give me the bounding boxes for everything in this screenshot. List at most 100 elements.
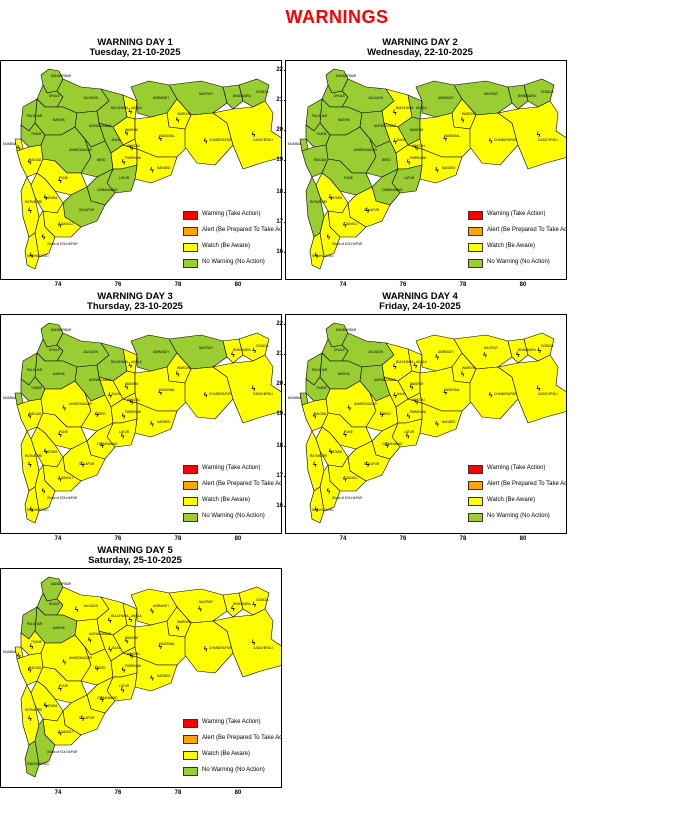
- district-label-nanded: NANDED: [157, 166, 171, 170]
- district-label-satara: SATARA: [45, 450, 58, 454]
- district-sindhudurg: [24, 486, 40, 524]
- legend-swatch: [183, 497, 198, 506]
- district-label-solapur: SOLAPUR: [364, 462, 380, 466]
- district-label-sangli: SANGLI: [61, 222, 73, 226]
- thunderstorm-icon: ϟ: [252, 348, 256, 355]
- legend-label: Watch (Be Aware): [487, 243, 536, 249]
- district-label-satara: SATARA: [45, 196, 58, 200]
- district-label-amravati: AMRAVATI: [153, 350, 169, 354]
- district-label-wardha: WARDHA: [177, 620, 192, 624]
- thunderstorm-icon: ϟ: [30, 253, 34, 260]
- thunderstorm-icon: ϟ: [150, 167, 154, 174]
- district-label-chandrapur: CHANDRAPUR: [209, 646, 232, 650]
- thunderstorm-icon: ϟ: [42, 235, 46, 242]
- legend-swatch: [183, 751, 198, 760]
- district-label-sindhudurg: SINDHUDURG: [27, 254, 49, 258]
- x-tick-label: 78: [174, 536, 182, 542]
- thunderstorm-icon: ϟ: [343, 477, 347, 484]
- district-label-yavatmal: YAVATMAL: [444, 134, 460, 138]
- district-hingoli: [122, 392, 138, 404]
- y-tick-label: 16: [269, 249, 286, 255]
- x-tick-label: 80: [519, 282, 527, 288]
- district-label-sangli: SANGLI: [61, 730, 73, 734]
- district-label-yavatmal: YAVATMAL: [159, 134, 175, 138]
- legend-label: No Warning (No Action): [202, 259, 265, 265]
- thunderstorm-icon: ϟ: [58, 432, 62, 439]
- thunderstorm-icon: ϟ: [17, 654, 21, 661]
- legend-label: Alert (Be Prepared To Take Action): [202, 481, 282, 487]
- district-label-ratnagiri: RATNAGIRI: [25, 708, 42, 712]
- thunderstorm-icon: ϟ: [252, 640, 256, 647]
- legend-swatch: [183, 227, 198, 236]
- district-label-ratnagiri: RATNAGIRI: [310, 454, 327, 458]
- district-label-buldhana: BULDHANA: [396, 106, 414, 110]
- y-tick-label: 21: [269, 97, 286, 103]
- district-label-raigad: RAIGAD: [29, 158, 42, 162]
- district-hingoli: [122, 138, 138, 150]
- legend-swatch: [468, 243, 483, 252]
- district-label-akola: AKOLA: [131, 360, 143, 364]
- district-label-gondia: GONDIA: [541, 90, 554, 94]
- thunderstorm-icon: ϟ: [108, 393, 112, 400]
- district-label-nagpur: NAGPUR: [484, 346, 498, 350]
- legend-swatch: [183, 259, 198, 268]
- district-label-gondia: GONDIA: [256, 344, 269, 348]
- district-label-kolhapur: Ghats of KOLHAPUR: [332, 496, 363, 500]
- map-frame: NANDURBAR DHULE JALGAON AMRAVATI NAGPUR GONDI…: [0, 568, 282, 788]
- x-tick-label: 80: [234, 536, 242, 542]
- y-tick-label: 22: [269, 321, 286, 327]
- district-label-dhule: DHULE: [49, 348, 60, 352]
- thunderstorm-icon: ϟ: [44, 449, 48, 456]
- map-frame: NANDURBAR DHULE JALGAON AMRAVATI NAGPUR GONDI…: [0, 314, 282, 534]
- legend-label: Warning (Take Action): [487, 465, 546, 471]
- district-label-sangli: SANGLI: [61, 476, 73, 480]
- page-title: WARNINGS: [285, 7, 389, 27]
- legend-label: Warning (Take Action): [202, 719, 261, 725]
- district-label-ratnagiri: RATNAGIRI: [25, 454, 42, 458]
- district-sindhudurg: [309, 486, 325, 524]
- x-tick-label: 80: [234, 790, 242, 796]
- district-label-washim: WASHIM: [125, 636, 138, 640]
- legend-swatch: [183, 465, 198, 474]
- thunderstorm-icon: ϟ: [130, 145, 134, 152]
- district-label-ahmednagar: AHMEDNAGAR: [69, 656, 93, 660]
- thunderstorm-icon: ϟ: [28, 208, 32, 215]
- thunderstorm-icon: ϟ: [435, 355, 439, 362]
- district-label-bhandara: BHANDARA: [518, 94, 537, 98]
- district-label-solapur: SOLAPUR: [79, 462, 95, 466]
- district-label-kolhapur: Ghats of KOLHAPUR: [47, 750, 78, 754]
- panel-title: WARNING DAY 2 Wednesday, 22-10-2025: [255, 38, 585, 58]
- district-label-beed: BEED: [382, 158, 391, 162]
- district-label-amravati: AMRAVATI: [438, 96, 454, 100]
- district-label-hingoli: HINGOLI: [127, 398, 140, 402]
- district-label-nagpur: NAGPUR: [199, 346, 213, 350]
- district-label-sindhudurg: SINDHUDURG: [312, 508, 334, 512]
- y-tick-label: 18: [269, 443, 286, 449]
- y-tick-label: 22: [269, 67, 286, 73]
- district-label-nagpur: NAGPUR: [199, 92, 213, 96]
- thunderstorm-icon: ϟ: [483, 353, 487, 360]
- district-kolhapur: [319, 464, 341, 512]
- district-label-sindhudurg: SINDHUDURG: [27, 508, 49, 512]
- thunderstorm-icon: ϟ: [88, 638, 92, 645]
- thunderstorm-icon: ϟ: [393, 393, 397, 400]
- district-label-satara: SATARA: [330, 196, 343, 200]
- thunderstorm-icon: ϟ: [44, 703, 48, 710]
- y-tick-label: 18: [269, 189, 286, 195]
- district-label-chandrapur: CHANDRAPUR: [209, 138, 232, 142]
- legend-label: No Warning (No Action): [487, 259, 550, 265]
- panel-day-title: WARNING DAY 5: [97, 545, 173, 556]
- thunderstorm-icon: ϟ: [407, 159, 411, 166]
- thunderstorm-icon: ϟ: [516, 352, 520, 359]
- district-label-yavatmal: YAVATMAL: [444, 388, 460, 392]
- thunderstorm-icon: ϟ: [443, 136, 447, 143]
- district-label-palghar: PALGHAR: [27, 368, 43, 372]
- district-label-nanded: NANDED: [442, 166, 456, 170]
- thunderstorm-icon: ϟ: [198, 607, 202, 614]
- map-frame: NANDURBAR DHULE JALGAON AMRAVATI NAGPUR GONDI…: [0, 60, 282, 280]
- thunderstorm-icon: ϟ: [129, 109, 133, 116]
- thunderstorm-icon: ϟ: [95, 412, 99, 419]
- thunderstorm-icon: ϟ: [393, 139, 397, 146]
- district-bhandara: [507, 338, 529, 364]
